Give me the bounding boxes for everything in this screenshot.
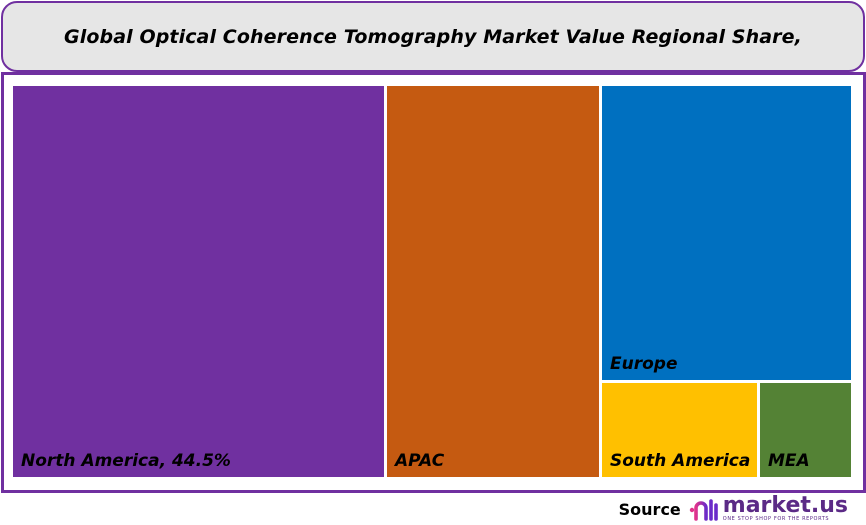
treemap-tile-apac: APAC [387, 86, 599, 477]
chart-title: Global Optical Coherence Tomography Mark… [64, 25, 802, 48]
tile-label: MEA [768, 451, 810, 471]
source-label: Source [618, 499, 681, 519]
chart-title-box: Global Optical Coherence Tomography Mark… [1, 1, 865, 72]
market-us-logo-icon [689, 499, 718, 521]
treemap-tile-north-america: North America, 44.5% [13, 86, 384, 477]
tile-label: APAC [395, 451, 445, 471]
treemap-tile-europe: Europe [602, 86, 851, 380]
tile-label: Europe [610, 354, 678, 374]
logo-wordmark: market.us [722, 493, 848, 518]
treemap-tile-mea: MEA [760, 383, 851, 477]
source-attribution: Source market.us ONE STOP SHOP FOR THE R… [618, 493, 848, 523]
market-us-logo: market.us ONE STOP SHOP FOR THE REPORTS [689, 493, 848, 522]
logo-tagline: ONE STOP SHOP FOR THE REPORTS [722, 516, 830, 522]
treemap-tile-south-america: South America [602, 383, 757, 477]
tile-label: North America, 44.5% [21, 451, 231, 471]
tile-label: South America [610, 451, 751, 471]
